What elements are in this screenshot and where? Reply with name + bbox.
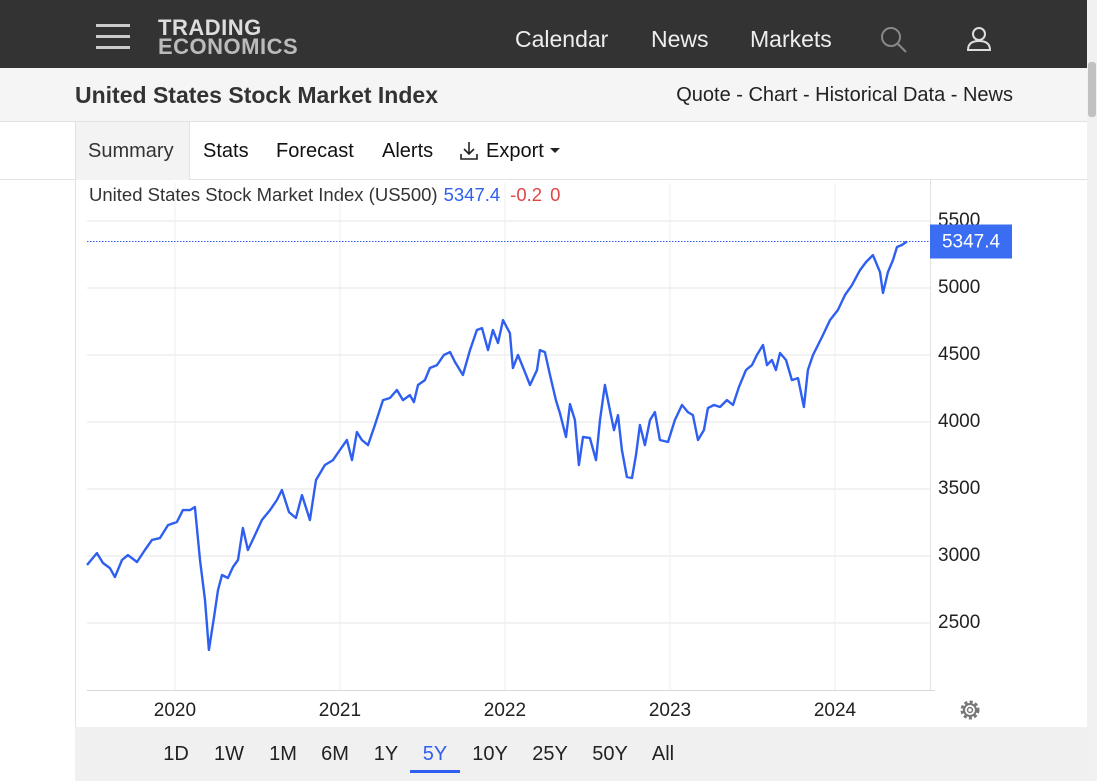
- x-tick-label: 2023: [649, 700, 691, 721]
- range-button[interactable]: 50Y: [592, 743, 628, 765]
- nav-link[interactable]: News: [651, 26, 709, 52]
- range-bar: [75, 727, 1087, 781]
- price-line: [86, 240, 908, 652]
- active-tab: [75, 122, 190, 180]
- scrollbar: [1087, 0, 1097, 781]
- tab[interactable]: Summary: [88, 140, 174, 162]
- range-button[interactable]: 1Y: [373, 743, 399, 765]
- y-tick-label: 4500: [938, 344, 980, 365]
- sub-nav[interactable]: Quote - Chart - Historical Data - News: [676, 84, 1013, 106]
- change-pct: 0: [550, 184, 560, 205]
- price-tag-label: 5347.4: [942, 232, 1001, 253]
- x-tick-label: 2024: [814, 700, 857, 721]
- tab-bar: [0, 122, 1087, 180]
- range-button[interactable]: All: [651, 743, 675, 765]
- active-underline: [410, 770, 460, 773]
- logo[interactable]: TRADING: [158, 15, 262, 40]
- price: 5347.4: [444, 184, 501, 205]
- page-title: United States Stock Market Index: [75, 82, 438, 108]
- x-tick-label: 2020: [154, 700, 196, 721]
- tab[interactable]: Export: [486, 140, 544, 162]
- plot: United States Stock Market Index (US500)…: [86, 183, 1012, 721]
- y-tick-label: 3000: [938, 545, 980, 566]
- chart: United States Stock Market Index (US500)…: [75, 180, 1012, 727]
- x-tick-label: 2021: [319, 700, 361, 721]
- price-tag: [930, 224, 1012, 259]
- user-icon[interactable]: [965, 26, 993, 54]
- y-tick-label: 4000: [938, 411, 980, 432]
- y-tick-label: 3500: [938, 478, 980, 499]
- settings-icon[interactable]: [960, 700, 980, 720]
- menu-icon[interactable]: [96, 24, 132, 50]
- tab[interactable]: Forecast: [276, 140, 354, 162]
- y-tick-label: 2500: [938, 612, 980, 633]
- range-button[interactable]: 1W: [214, 743, 244, 765]
- export-icon[interactable]: [459, 141, 483, 161]
- search-icon[interactable]: [880, 26, 910, 56]
- range-button[interactable]: 1D: [163, 743, 189, 765]
- tab[interactable]: Stats: [203, 140, 249, 162]
- logo[interactable]: ECONOMICS: [158, 34, 299, 59]
- nav-link[interactable]: Markets: [750, 26, 832, 52]
- change: -0.2: [510, 184, 542, 205]
- range-button[interactable]: 25Y: [532, 743, 568, 765]
- header-bar: [0, 68, 1087, 122]
- range-button[interactable]: 1M: [269, 743, 297, 765]
- caret: [550, 148, 560, 153]
- chart-title: United States Stock Market Index (US500): [89, 184, 438, 205]
- x-tick-label: 2022: [484, 700, 526, 721]
- top-bar: [0, 0, 1087, 68]
- range-button[interactable]: 10Y: [472, 743, 508, 765]
- scroll-thumb[interactable]: [1088, 62, 1096, 117]
- nav-link[interactable]: Calendar: [515, 26, 609, 52]
- y-tick-label: 5000: [938, 277, 980, 298]
- chart-title: United States Stock Market Index (US500)…: [89, 184, 560, 205]
- tab[interactable]: Alerts: [382, 140, 434, 162]
- range-button[interactable]: 6M: [321, 743, 349, 765]
- range-button[interactable]: 5Y: [422, 743, 448, 765]
